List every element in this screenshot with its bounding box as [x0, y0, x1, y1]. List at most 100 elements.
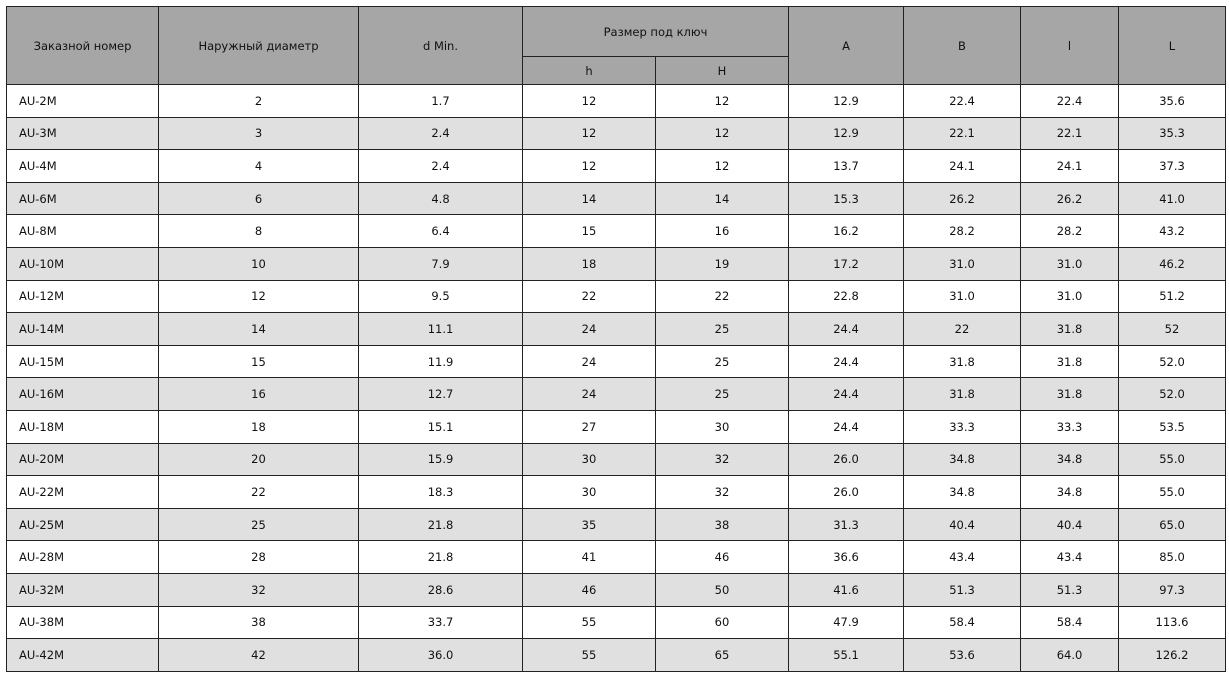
- table-cell: 21.8: [358, 507, 523, 542]
- table-cell: 126.2: [1118, 638, 1226, 672]
- table-cell: 16.2: [788, 214, 904, 248]
- table-cell: 7.9: [358, 246, 523, 281]
- table-cell: 46.2: [1118, 246, 1226, 281]
- table-cell: 35: [522, 507, 656, 542]
- table-cell: 46: [655, 540, 789, 574]
- table-cell: 55.1: [788, 638, 904, 672]
- header-order-no: Заказной номер: [6, 6, 159, 85]
- header-l-large: L: [1118, 6, 1226, 85]
- table-cell: 51.2: [1118, 279, 1226, 314]
- header-l-small: l: [1020, 6, 1119, 85]
- table-row: AU-25M 25 21.8 35 38 31.3 40.4 40.4 65.0: [6, 507, 1226, 542]
- table-cell: 15.1: [358, 409, 523, 444]
- table-cell: 53.5: [1118, 409, 1226, 444]
- table-cell: 22: [522, 279, 656, 314]
- table-row: AU-2M 2 1.7 12 12 12.9 22.4 22.4 35.6: [6, 84, 1226, 118]
- table-cell: 2.4: [358, 149, 523, 183]
- table-cell: 65: [655, 638, 789, 672]
- table-cell: 24: [522, 377, 656, 411]
- table-cell: 31.8: [1020, 377, 1119, 411]
- table-row: AU-16M 16 12.7 24 25 24.4 31.8 31.8 52.0: [6, 377, 1226, 411]
- table-cell: 22.4: [1020, 84, 1119, 118]
- table-cell: 20: [158, 442, 359, 477]
- table-cell: 14: [522, 181, 656, 216]
- table-cell: 58.4: [903, 605, 1021, 640]
- table-row: AU-12M 12 9.5 22 22 22.8 31.0 31.0 51.2: [6, 279, 1226, 314]
- table-cell: AU-42M: [6, 638, 159, 672]
- table-row: AU-3M 3 2.4 12 12 12.9 22.1 22.1 35.3: [6, 116, 1226, 151]
- specs-table: Заказной номер Наружный диаметр d Min. Р…: [6, 6, 1226, 672]
- table-cell: 65.0: [1118, 507, 1226, 542]
- table-cell: 97.3: [1118, 572, 1226, 607]
- table-cell: 36.6: [788, 540, 904, 574]
- table-cell: 52.0: [1118, 377, 1226, 411]
- header-h-small: h: [522, 56, 656, 85]
- table-cell: 10: [158, 246, 359, 281]
- table-cell: 4: [158, 149, 359, 183]
- table-cell: 31.8: [903, 344, 1021, 379]
- table-cell: 6.4: [358, 214, 523, 248]
- table-cell: 6: [158, 181, 359, 216]
- header-outer-diameter: Наружный диаметр: [158, 6, 359, 85]
- table-cell: 40.4: [1020, 507, 1119, 542]
- table-row: AU-6M 6 4.8 14 14 15.3 26.2 26.2 41.0: [6, 181, 1226, 216]
- table-cell: 41.0: [1118, 181, 1226, 216]
- header-d-min: d Min.: [358, 6, 523, 85]
- table-cell: AU-22M: [6, 475, 159, 509]
- table-cell: 30: [522, 475, 656, 509]
- table-cell: 33.3: [1020, 409, 1119, 444]
- table-cell: 28: [158, 540, 359, 574]
- table-cell: 26.2: [903, 181, 1021, 216]
- table-cell: 11.1: [358, 312, 523, 346]
- table-cell: 32: [158, 572, 359, 607]
- table-cell: 15: [158, 344, 359, 379]
- table-cell: 31.8: [1020, 344, 1119, 379]
- table-cell: 12: [655, 116, 789, 151]
- table-cell: 24.4: [788, 344, 904, 379]
- table-row: AU-18M 18 15.1 27 30 24.4 33.3 33.3 53.5: [6, 409, 1226, 444]
- table-row: AU-4M 4 2.4 12 12 13.7 24.1 24.1 37.3: [6, 149, 1226, 183]
- table-cell: 28.6: [358, 572, 523, 607]
- table-cell: 38: [158, 605, 359, 640]
- table-cell: 25: [655, 344, 789, 379]
- table-cell: AU-25M: [6, 507, 159, 542]
- table-cell: 26.0: [788, 442, 904, 477]
- table-cell: 30: [522, 442, 656, 477]
- table-cell: 58.4: [1020, 605, 1119, 640]
- table-cell: AU-38M: [6, 605, 159, 640]
- table-cell: 8: [158, 214, 359, 248]
- table-cell: 21.8: [358, 540, 523, 574]
- table-cell: 51.3: [1020, 572, 1119, 607]
- table-cell: 12.9: [788, 84, 904, 118]
- table-row: AU-14M 14 11.1 24 25 24.4 22 31.8 52: [6, 312, 1226, 346]
- table-cell: 25: [158, 507, 359, 542]
- table-cell: 41.6: [788, 572, 904, 607]
- table-cell: 18: [522, 246, 656, 281]
- table-cell: 2: [158, 84, 359, 118]
- table-cell: 30: [655, 409, 789, 444]
- table-cell: 34.8: [903, 475, 1021, 509]
- table-cell: 28.2: [903, 214, 1021, 248]
- table-cell: 32: [655, 442, 789, 477]
- table-cell: AU-2M: [6, 84, 159, 118]
- table-cell: 15.3: [788, 181, 904, 216]
- table-row: AU-15M 15 11.9 24 25 24.4 31.8 31.8 52.0: [6, 344, 1226, 379]
- table-row: AU-20M 20 15.9 30 32 26.0 34.8 34.8 55.0: [6, 442, 1226, 477]
- table-cell: 9.5: [358, 279, 523, 314]
- table-cell: 31.3: [788, 507, 904, 542]
- table-cell: 19: [655, 246, 789, 281]
- table-cell: 24.4: [788, 409, 904, 444]
- table-cell: 12: [655, 84, 789, 118]
- table-cell: 51.3: [903, 572, 1021, 607]
- table-cell: 11.9: [358, 344, 523, 379]
- header-a: A: [788, 6, 904, 85]
- table-cell: 37.3: [1118, 149, 1226, 183]
- table-cell: 47.9: [788, 605, 904, 640]
- table-cell: 31.8: [903, 377, 1021, 411]
- table-cell: AU-28M: [6, 540, 159, 574]
- table-cell: AU-16M: [6, 377, 159, 411]
- table-cell: 31.0: [903, 279, 1021, 314]
- table-cell: 12.9: [788, 116, 904, 151]
- table-cell: 25: [655, 312, 789, 346]
- table-cell: 25: [655, 377, 789, 411]
